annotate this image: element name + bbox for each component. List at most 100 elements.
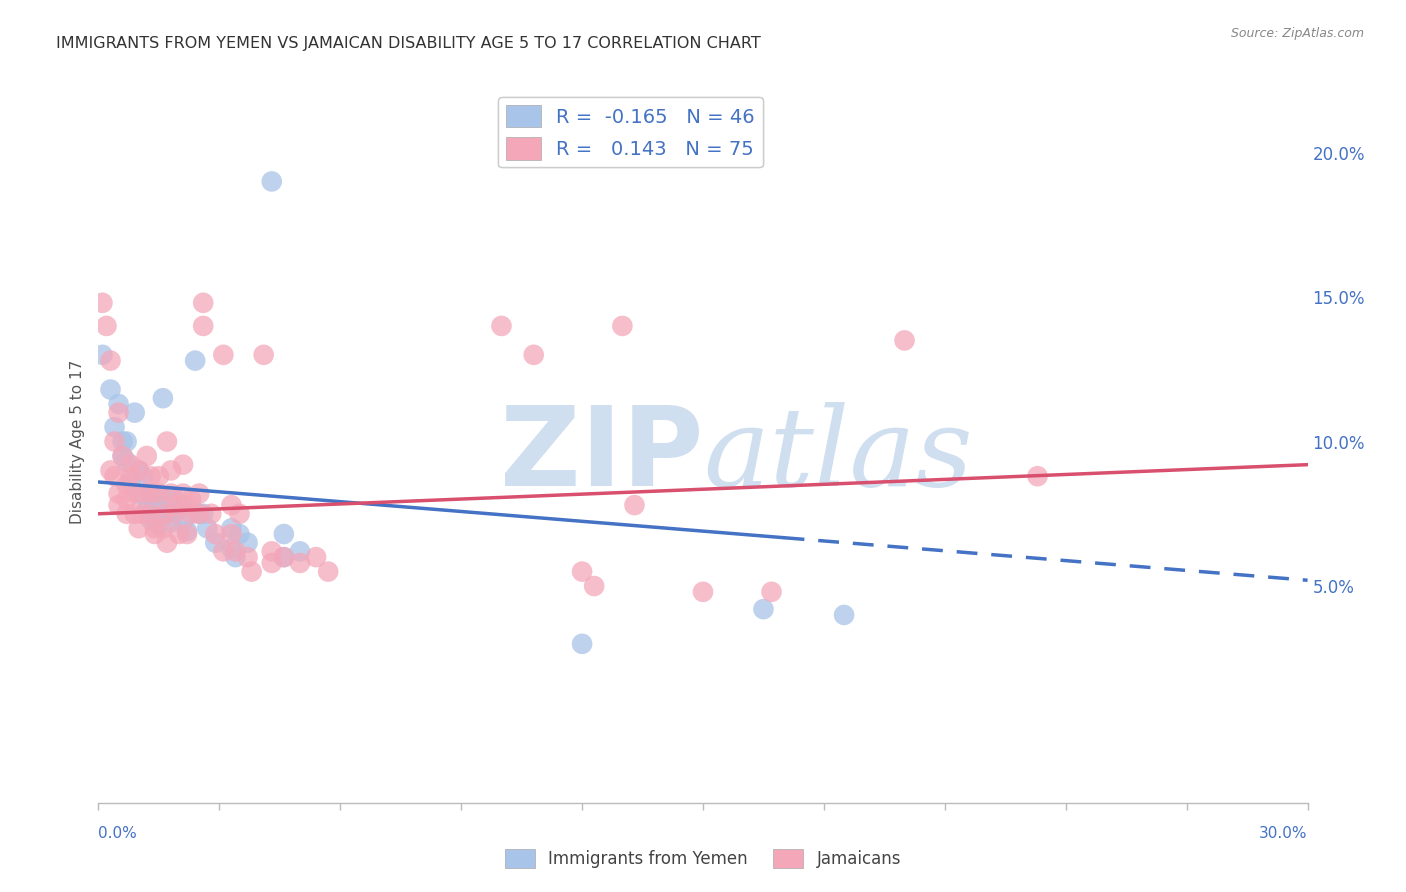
Point: [163, 492, 186, 507]
Point: [143, 486, 166, 500]
Point: [128, 463, 150, 477]
Point: [200, 507, 222, 521]
Point: [180, 507, 202, 521]
Point: [491, 318, 513, 333]
Point: [115, 507, 138, 521]
Point: [752, 602, 775, 616]
Point: [96, 318, 118, 333]
Point: [160, 463, 183, 477]
Point: [148, 507, 170, 521]
Point: [120, 475, 142, 489]
Point: [316, 565, 339, 579]
Point: [152, 391, 174, 405]
Point: [100, 463, 122, 477]
Point: [156, 492, 179, 507]
Point: [103, 420, 125, 434]
Text: ZIP: ZIP: [499, 402, 703, 509]
Point: [139, 486, 162, 500]
Point: [160, 516, 183, 530]
Point: [305, 550, 328, 565]
Point: [156, 535, 179, 549]
Point: [172, 486, 194, 500]
Point: [193, 507, 215, 521]
Point: [193, 318, 215, 333]
Point: [571, 565, 593, 579]
Point: [135, 492, 157, 507]
Point: [107, 486, 129, 500]
Point: [260, 556, 283, 570]
Point: [128, 521, 150, 535]
Point: [152, 521, 174, 535]
Point: [120, 458, 142, 472]
Point: [221, 541, 243, 556]
Point: [571, 637, 593, 651]
Point: [111, 434, 134, 449]
Point: [761, 584, 783, 599]
Point: [228, 527, 250, 541]
Point: [103, 469, 125, 483]
Text: IMMIGRANTS FROM YEMEN VS JAMAICAN DISABILITY AGE 5 TO 17 CORRELATION CHART: IMMIGRANTS FROM YEMEN VS JAMAICAN DISABI…: [56, 36, 761, 51]
Point: [188, 486, 211, 500]
Point: [273, 550, 295, 565]
Point: [139, 469, 162, 483]
Point: [176, 524, 198, 538]
Point: [221, 521, 243, 535]
Point: [176, 527, 198, 541]
Legend: Immigrants from Yemen, Jamaicans: Immigrants from Yemen, Jamaicans: [499, 843, 907, 875]
Point: [172, 498, 194, 512]
Point: [132, 486, 155, 500]
Text: Source: ZipAtlas.com: Source: ZipAtlas.com: [1230, 27, 1364, 40]
Point: [288, 544, 311, 558]
Point: [204, 527, 226, 541]
Point: [100, 383, 122, 397]
Point: [128, 463, 150, 477]
Point: [107, 498, 129, 512]
Point: [148, 469, 170, 483]
Point: [124, 507, 146, 521]
Point: [139, 507, 162, 521]
Point: [91, 348, 114, 362]
Point: [212, 544, 235, 558]
Point: [132, 507, 155, 521]
Point: [260, 174, 283, 188]
Point: [143, 498, 166, 512]
Point: [172, 516, 194, 530]
Point: [180, 492, 202, 507]
Point: [260, 544, 283, 558]
Point: [156, 434, 179, 449]
Point: [107, 397, 129, 411]
Point: [583, 579, 606, 593]
Point: [224, 550, 246, 565]
Point: [288, 556, 311, 570]
Point: [115, 434, 138, 449]
Point: [132, 469, 155, 483]
Point: [188, 507, 211, 521]
Point: [91, 295, 114, 310]
Point: [107, 406, 129, 420]
Point: [172, 458, 194, 472]
Text: 0.0%: 0.0%: [98, 826, 138, 841]
Point: [111, 449, 134, 463]
Point: [143, 527, 166, 541]
Point: [120, 469, 142, 483]
Point: [188, 507, 211, 521]
Point: [236, 535, 259, 549]
Point: [163, 504, 186, 518]
Point: [212, 348, 235, 362]
Point: [135, 504, 157, 518]
Point: [124, 406, 146, 420]
Point: [612, 318, 634, 333]
Point: [135, 449, 157, 463]
Point: [167, 527, 190, 541]
Point: [100, 353, 122, 368]
Point: [236, 550, 259, 565]
Text: atlas: atlas: [703, 402, 973, 509]
Point: [273, 527, 295, 541]
Point: [128, 486, 150, 500]
Point: [623, 498, 645, 512]
Text: 30.0%: 30.0%: [1260, 826, 1308, 841]
Point: [523, 348, 546, 362]
Point: [832, 607, 855, 622]
Point: [240, 565, 263, 579]
Point: [176, 498, 198, 512]
